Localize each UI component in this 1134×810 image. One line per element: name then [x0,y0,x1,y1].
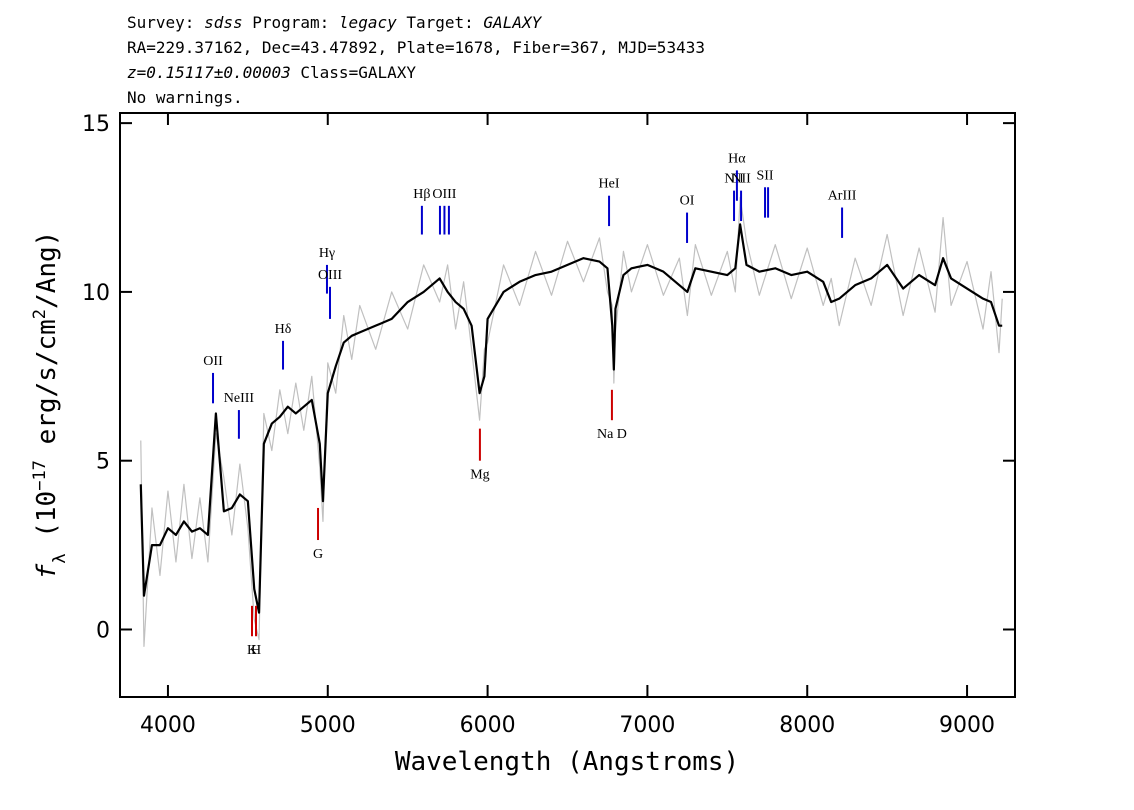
y-tick-label: 0 [96,618,110,643]
y-axis-label-part: erg/s/cm [32,319,62,460]
line-label: G [313,547,323,562]
header-segment: GALAXY [483,13,542,32]
header-segment: legacy [339,13,397,32]
x-tick-label: 4000 [140,713,196,738]
y-tick-label: 15 [82,112,110,137]
line-label: Hδ [275,322,292,337]
plot-frame [119,112,1016,698]
line-label: NII [724,172,744,187]
header-line: z=0.15117±0.00003 Class=GALAXY [127,63,416,82]
line-label: ArIII [828,189,857,204]
header-segment: sdss [204,13,243,32]
header-segment: z=0.15117±0.00003 [127,63,291,82]
y-tick-label: 10 [82,281,110,306]
x-tick-label: 6000 [460,713,516,738]
line-label: Hβ [413,187,430,202]
line-label: SII [756,168,773,183]
line-label: NeIII [224,391,255,406]
x-tick-label: 9000 [939,713,995,738]
line-label: H [251,643,261,658]
line-label: Mg [470,468,489,483]
header-line: Survey: sdss Program: legacy Target: GAL… [127,13,543,32]
y-axis-label-part: λ [50,553,70,563]
header-segment: Survey: [127,13,204,32]
y-axis-label-part: f [32,563,62,579]
line-label: NII [731,172,751,187]
line-label: K [247,643,257,658]
y-tick-label: 5 [96,450,110,475]
header-segment: No warnings. [127,88,243,107]
y-axis-label-part: 2 [30,309,50,319]
line-label: Na D [597,427,627,442]
line-label: OIII [432,187,456,202]
line-label: OIII [318,268,342,283]
x-axis-label: Wavelength (Angstroms) [395,747,739,777]
y-axis-label-part: (10 [32,491,62,554]
spectrum-line [139,223,1003,614]
y-axis-label-part: −17 [30,460,50,491]
line-label: HeI [599,177,620,192]
line-label: Hγ [319,246,335,261]
line-label: Hα [728,151,746,166]
x-tick-label: 5000 [300,713,356,738]
header-segment: RA=229.37162, Dec=43.47892, Plate=1678, … [127,38,705,57]
line-label: OI [680,194,695,209]
header-segment: Target: [397,13,484,32]
x-tick-label: 8000 [779,713,835,738]
y-axis-label: fλ (10−17 erg/s/cm2/Ang) [30,231,70,580]
x-tick-label: 7000 [619,713,675,738]
line-label: OII [203,354,223,369]
header-segment: Program: [243,13,339,32]
header-line: RA=229.37162, Dec=43.47892, Plate=1678, … [127,38,705,57]
y-axis-label-part: /Ang) [32,231,62,309]
header-line: No warnings. [127,88,243,107]
header-segment: Class=GALAXY [291,63,417,82]
